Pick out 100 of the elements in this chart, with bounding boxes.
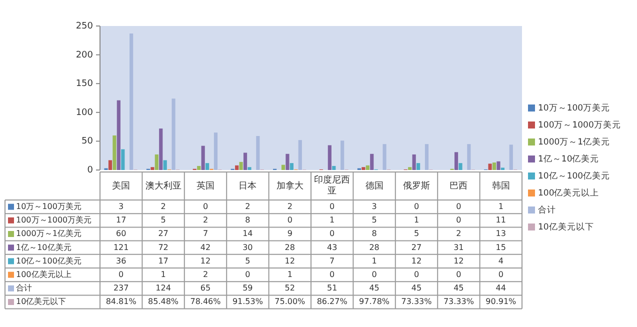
bar (243, 152, 248, 170)
bar (416, 163, 420, 170)
data-label: 14 (242, 229, 253, 238)
data-label: 3 (118, 202, 124, 211)
data-label: 15 (496, 242, 506, 252)
data-label: 85.48% (148, 297, 179, 306)
data-label: 51 (327, 284, 338, 293)
bar (382, 144, 386, 170)
data-label: 121 (113, 242, 129, 252)
data-label: 0 (118, 270, 124, 279)
data-label: 28 (369, 242, 380, 252)
y-tick-label: 100 (76, 108, 94, 118)
legend-label: 1亿～10亿美元 (538, 154, 600, 164)
y-tick-label: 150 (76, 79, 94, 90)
bar (150, 167, 154, 170)
data-label: 17 (116, 216, 126, 225)
data-label: 12 (411, 256, 422, 266)
category-label: 英国 (196, 181, 214, 192)
bar (112, 135, 116, 170)
data-label: 2 (160, 202, 166, 211)
bar (467, 144, 471, 170)
bar (121, 149, 125, 170)
series-label: 合计 (16, 284, 32, 293)
data-label: 12 (454, 256, 464, 266)
data-label: 27 (158, 229, 168, 238)
category-label: 美国 (112, 181, 130, 192)
data-label: 0 (456, 270, 462, 279)
legend-label: 100万～1000万美元 (538, 120, 621, 130)
data-label: 78.46% (190, 297, 221, 306)
series-label: 1000万～1亿美元 (16, 229, 82, 238)
data-label: 5 (372, 216, 377, 225)
data-label: 72 (158, 242, 168, 252)
series-label: 100亿美元以上 (16, 270, 72, 279)
bar (412, 154, 416, 170)
legend-label: 1000万～1亿美元 (538, 137, 610, 148)
data-label: 13 (496, 229, 506, 238)
legend-label: 100亿美元以上 (538, 188, 600, 198)
data-label: 9 (287, 229, 292, 238)
data-label: 97.78% (359, 297, 390, 306)
bar (328, 145, 332, 170)
data-label: 0 (414, 270, 420, 279)
bar (298, 140, 302, 170)
data-label: 124 (156, 284, 171, 293)
bar (492, 162, 496, 170)
data-label: 2 (456, 229, 462, 238)
category-label: 日本 (238, 181, 257, 192)
data-label: 1 (330, 216, 335, 225)
bar (454, 152, 458, 170)
y-tick-label: 50 (82, 136, 94, 147)
data-label: 45 (369, 284, 380, 293)
data-label: 5 (160, 216, 166, 225)
bar (366, 165, 370, 170)
data-label: 2 (287, 202, 292, 211)
y-tick-label: 200 (76, 50, 94, 60)
data-label: 84.81% (106, 297, 136, 306)
data-label: 0 (456, 216, 462, 225)
data-label: 1 (414, 216, 420, 225)
category-label: 俄罗斯 (403, 181, 430, 192)
bar (370, 154, 374, 170)
data-label: 60 (116, 229, 126, 238)
category-label: 印度尼西亚 (314, 176, 350, 197)
bar (458, 163, 462, 170)
data-label: 0 (498, 270, 504, 279)
bar (290, 163, 294, 170)
bar (172, 98, 176, 170)
bar (197, 166, 201, 170)
data-label: 27 (411, 242, 422, 252)
bar (248, 167, 252, 170)
data-label: 1 (498, 202, 504, 211)
bar (281, 164, 286, 170)
data-label: 65 (200, 284, 211, 293)
bar (235, 165, 239, 170)
data-label: 8 (245, 216, 250, 225)
data-label: 0 (330, 270, 335, 279)
data-label: 5 (245, 256, 250, 266)
data-label: 1 (372, 256, 377, 266)
data-label: 0 (330, 229, 335, 238)
bar (340, 140, 344, 170)
series-label: 1亿～10亿美元 (16, 242, 72, 252)
data-label: 0 (202, 202, 208, 211)
data-label: 1 (287, 270, 292, 279)
data-label: 86.27% (316, 297, 348, 306)
data-label: 3 (372, 202, 377, 211)
series-label: 10亿美元以下 (16, 297, 66, 306)
data-label: 1 (160, 270, 166, 279)
data-label: 7 (202, 229, 208, 238)
bar (509, 144, 513, 170)
data-label: 12 (200, 256, 211, 266)
data-label: 11 (496, 216, 506, 225)
category-label: 德国 (365, 181, 384, 192)
data-label: 0 (372, 270, 377, 279)
bar (130, 33, 134, 170)
data-label: 8 (372, 229, 377, 238)
bar (206, 163, 210, 170)
legend-label: 10亿美元以下 (538, 222, 594, 232)
data-label: 43 (327, 242, 338, 252)
data-label: 7 (330, 256, 335, 266)
legend-label: 10亿～100亿美元 (538, 171, 610, 182)
data-label: 237 (113, 284, 129, 293)
bar (256, 136, 260, 170)
